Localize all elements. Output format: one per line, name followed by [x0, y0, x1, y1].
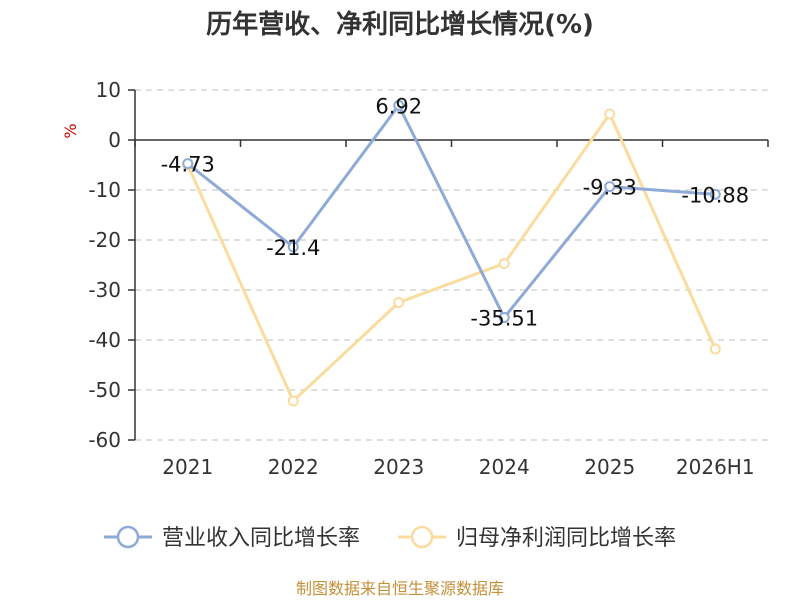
data-label: -35.51 — [470, 307, 538, 331]
legend-label: 营业收入同比增长率 — [162, 526, 360, 551]
y-tick-label: -10 — [88, 178, 121, 202]
data-label: -21.4 — [266, 236, 320, 260]
x-tick-label: 2023 — [373, 455, 424, 479]
series-0-point[interactable] — [498, 312, 510, 324]
legend-label: 归母净利润同比增长率 — [456, 526, 676, 551]
series-line-1 — [186, 112, 717, 403]
axes: 10 0 -10 -20 -30 -40 -50 -60 2021 2022 2023 2024 202… — [88, 78, 769, 479]
x-tick-label: 2026H1 — [676, 455, 755, 479]
series-0-point[interactable] — [393, 99, 405, 111]
series-0-point[interactable] — [182, 158, 194, 170]
series-1-point[interactable] — [498, 258, 510, 269]
legend[interactable]: 营业收入同比增长率 归母净利润同比增长率 — [104, 525, 676, 551]
series-0-point[interactable] — [709, 188, 721, 200]
data-source-note: 制图数据来自恒生聚源数据库 — [296, 579, 504, 598]
series-1-point[interactable] — [604, 108, 616, 120]
y-tick-label: -50 — [88, 378, 121, 402]
series-lines — [182, 99, 721, 407]
x-tick-label: 2025 — [584, 455, 635, 479]
y-tick-label: -20 — [88, 228, 121, 252]
data-labels: -4.73 -21.4 6.92 -35.51 -9.33 -10.88 — [161, 94, 750, 330]
data-label: -9.33 — [583, 176, 637, 200]
y-tick-label: -60 — [88, 428, 121, 452]
series-0-point[interactable] — [604, 181, 616, 193]
legend-marker — [410, 525, 434, 549]
legend-item-0[interactable]: 营业收入同比增长率 — [104, 525, 360, 551]
y-tick-label: -40 — [88, 328, 121, 352]
data-label: 6.92 — [375, 94, 422, 118]
data-label: -4.73 — [161, 153, 215, 177]
chart-title: 历年营收、净利同比增长情况(%) — [206, 9, 594, 40]
legend-item-1[interactable]: 归母净利润同比增长率 — [398, 525, 676, 551]
series-line-0 — [186, 103, 716, 320]
data-label: -10.88 — [681, 183, 749, 207]
y-tick-label: 10 — [96, 78, 121, 102]
series-1-point[interactable] — [393, 297, 405, 308]
x-tick-label: 2024 — [479, 455, 530, 479]
y-tick-label: 0 — [108, 128, 121, 152]
series-1-point[interactable] — [709, 343, 721, 355]
y-tick-label: -30 — [88, 278, 121, 302]
series-0-point[interactable] — [287, 241, 299, 253]
y-axis-unit: % — [61, 123, 80, 138]
x-tick-label: 2022 — [268, 455, 319, 479]
series-1-point[interactable] — [287, 395, 299, 407]
x-tick-label: 2021 — [162, 455, 213, 479]
legend-marker — [116, 525, 140, 549]
